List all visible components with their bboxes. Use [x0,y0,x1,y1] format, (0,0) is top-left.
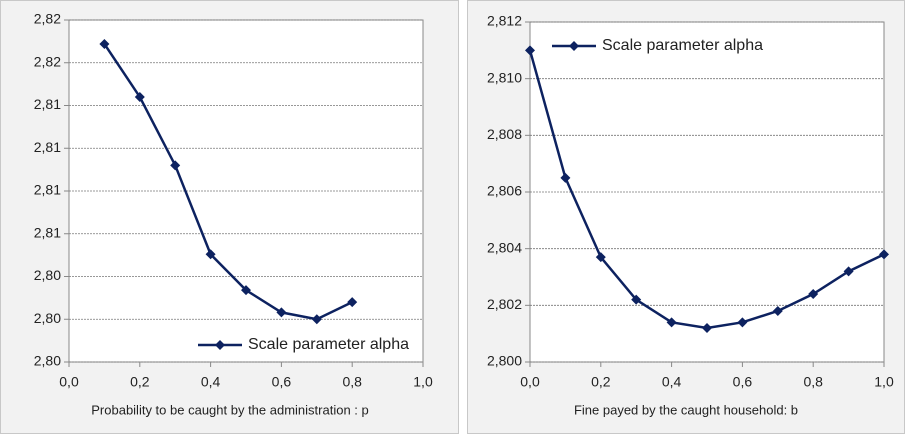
legend-marker [215,340,225,350]
series-line [103,43,353,321]
y-tick-label: 2,804 [487,239,522,255]
legend-label: Scale parameter alpha [248,336,409,353]
y-tick-label: 2,81 [34,96,61,112]
x-tick-label: 0,8 [803,374,823,390]
x-tick-label: 0,6 [272,374,292,390]
marker [99,38,110,49]
x-tick-label: 0,4 [201,374,221,390]
x-tick-label: 0,4 [662,374,682,390]
y-tick-label: 2,806 [487,183,522,199]
y-tick-label: 2,81 [34,139,61,155]
y-tick-label: 2,81 [34,224,61,240]
marker [772,306,783,316]
x-tick-label: 0,6 [733,374,753,390]
x-tick-label: 0,0 [59,374,79,390]
y-tick-label: 2,82 [34,53,61,69]
marker [205,249,216,260]
y-tick-label: 2,802 [487,296,522,312]
y-tick-label: 2,80 [34,353,61,369]
legend-marker [569,41,579,51]
marker [879,249,889,260]
y-tick-label: 2,82 [34,11,61,27]
x-tick-label: 1,0 [413,374,433,390]
marker [276,307,287,318]
y-tick-label: 2,81 [34,182,61,198]
marker [311,314,322,325]
x-tick-label: 0,8 [342,374,362,390]
marker [737,317,748,328]
x-axis-title: Probability to be caught by the administ… [91,402,369,417]
marker [241,285,251,296]
x-tick-label: 0,2 [130,374,150,390]
y-tick-label: 2,812 [487,13,522,29]
y-tick-label: 2,80 [34,310,61,326]
x-axis-title: Fine payed by the caught household: b [574,402,798,417]
marker [631,294,642,305]
y-tick-label: 2,808 [487,126,522,142]
marker [843,266,854,277]
marker [347,297,358,308]
marker [702,323,712,333]
legend-label: Scale parameter alpha [602,37,763,54]
marker [595,252,606,263]
marker [808,289,819,299]
x-tick-label: 0,2 [591,374,611,390]
y-tick-label: 2,810 [487,69,522,85]
marker [134,91,145,102]
x-tick-label: 0,0 [520,374,540,390]
x-tick-label: 1,0 [874,374,894,390]
marker [170,160,181,171]
marker [666,317,677,328]
y-tick-label: 2,800 [487,353,522,369]
marker [525,45,535,56]
y-tick-label: 2,80 [34,267,61,283]
marker [560,172,571,183]
